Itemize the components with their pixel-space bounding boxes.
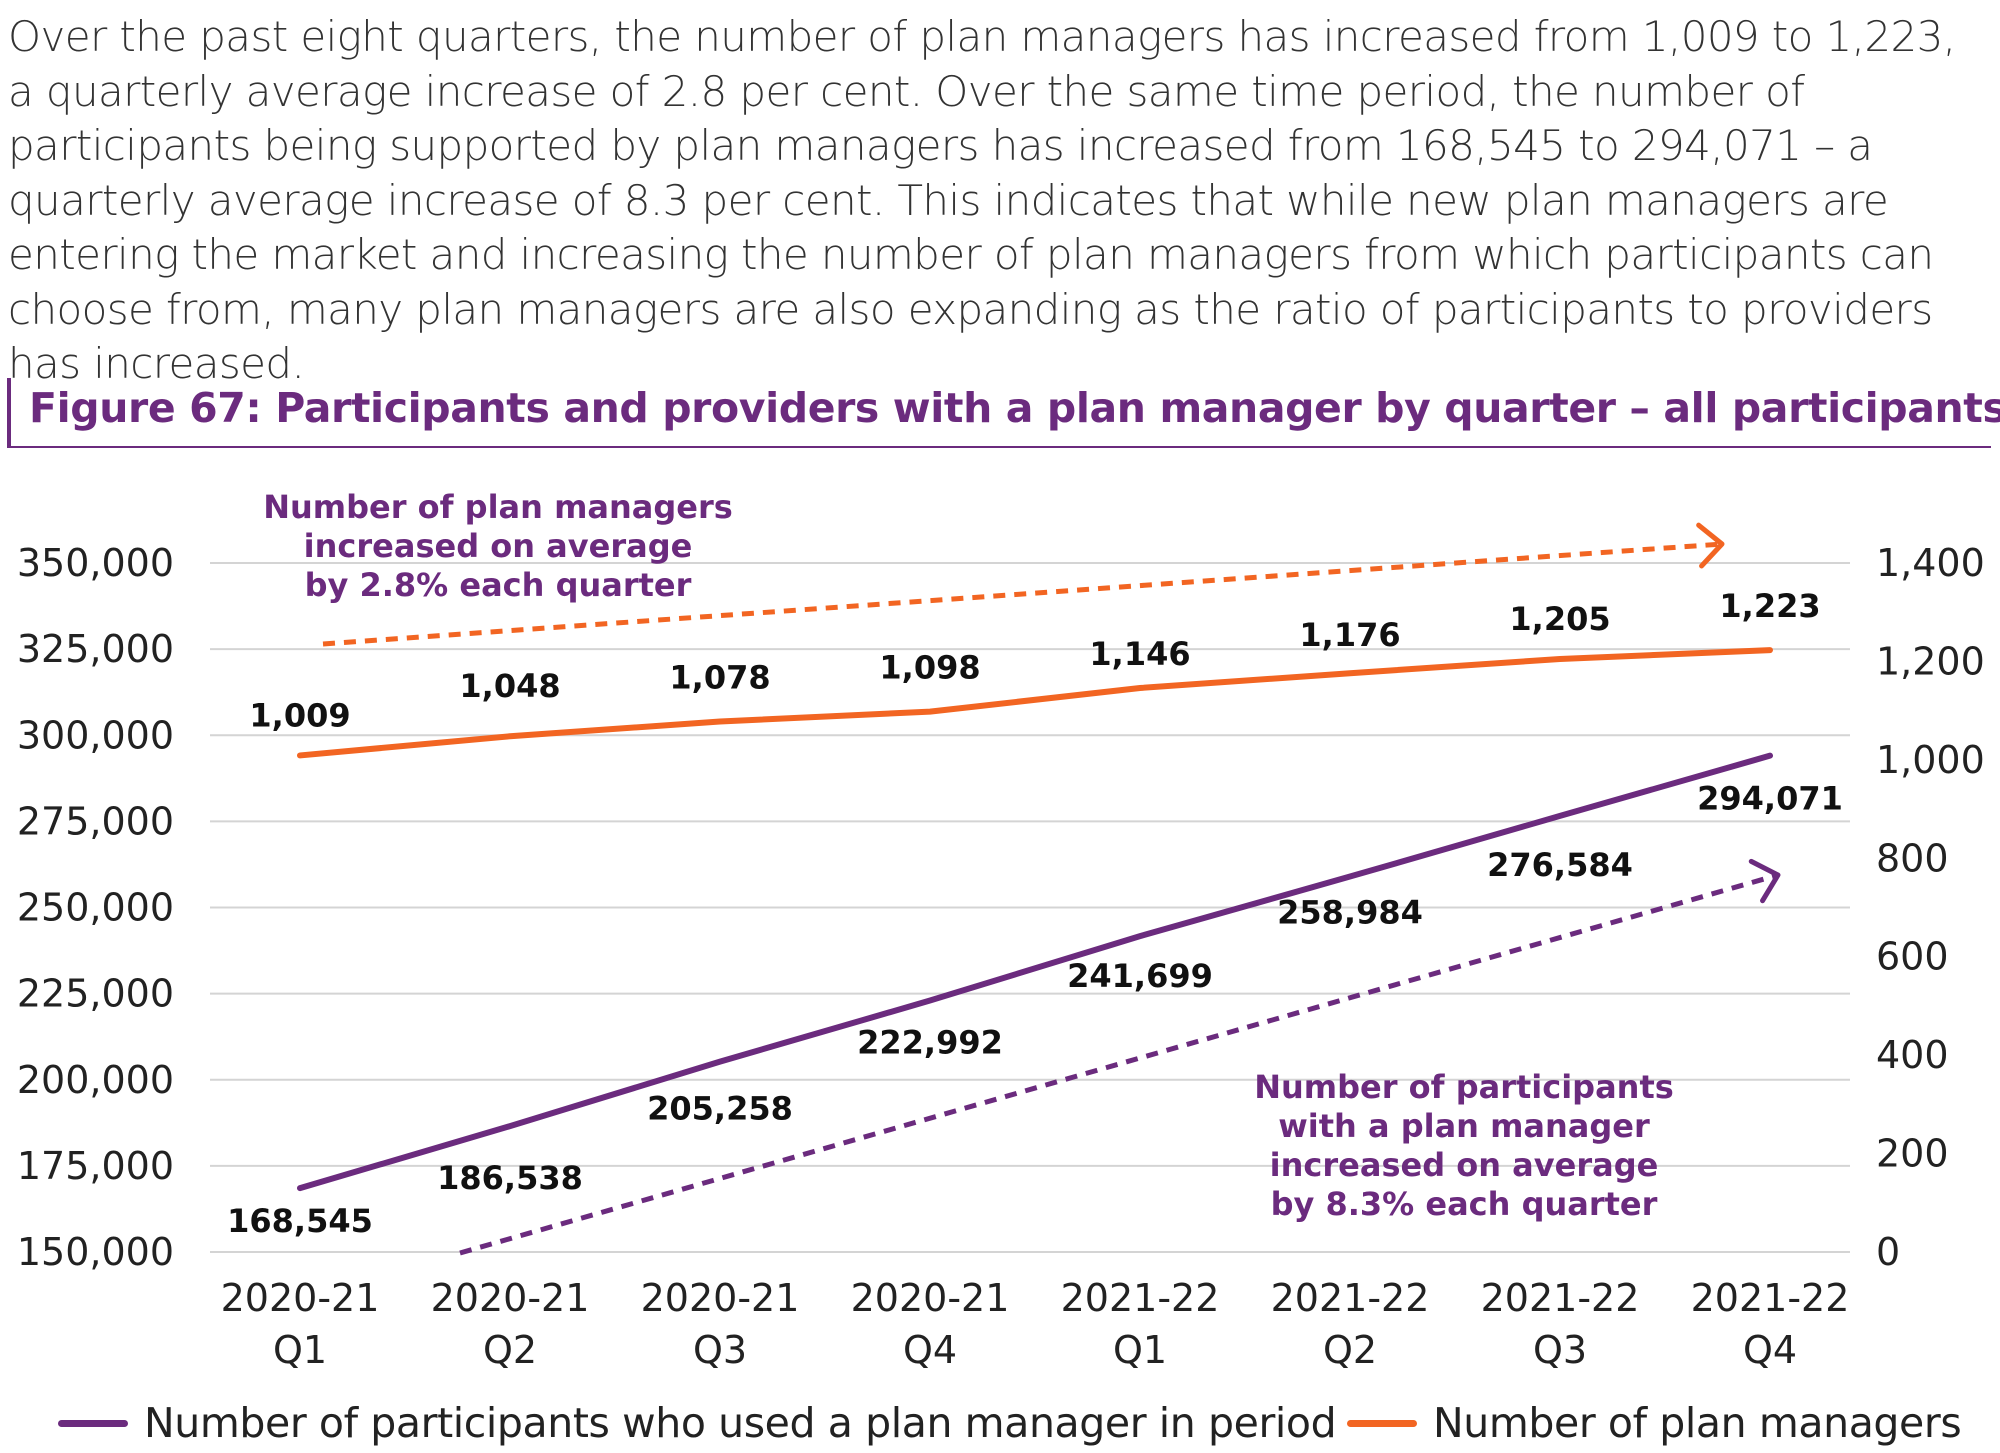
data-labels: 168,545 186,538 205,258 222,992 241,699 258,9… (227, 587, 1843, 1240)
y-right-tick-label: 800 (1876, 836, 1949, 880)
data-label-managers: 1,176 (1299, 616, 1400, 654)
data-label-managers: 1,009 (249, 696, 350, 734)
x-axis: 2020-21 Q1 2020-21 Q2 2020-21 Q3 2020-21 Q4 2021… (221, 1276, 1850, 1372)
annotation-line: increased on average (304, 527, 693, 565)
legend-item-participants: Number of participants who used a plan m… (58, 1398, 1337, 1448)
annotation-line: increased on average (1270, 1146, 1659, 1184)
annotation-text: Number of participants with a plan manage… (1254, 1068, 1674, 1223)
data-label-participants: 168,545 (227, 1202, 373, 1240)
data-label-managers: 1,205 (1509, 600, 1610, 638)
x-tick-label-quarter: Q2 (483, 1328, 537, 1372)
data-label-participants: 258,984 (1277, 894, 1423, 932)
data-label-managers: 1,048 (459, 667, 560, 705)
line-chart: 150,000 175,000 200,000 225,000 250,000 275,0… (17, 488, 1985, 1372)
series-line-managers (297, 647, 1773, 759)
annotation-line: with a plan manager (1278, 1107, 1650, 1145)
legend-label-participants: Number of participants who used a plan m… (144, 1399, 1337, 1447)
y-left-tick-label: 175,000 (17, 1144, 174, 1188)
x-tick-label-quarter: Q3 (693, 1328, 747, 1372)
managers-trend-arrow-shaft (322, 541, 1723, 647)
y-left-tick-label: 250,000 (17, 886, 174, 930)
x-tick-label-year: 2020-21 (221, 1276, 380, 1320)
y-left-tick-label: 275,000 (17, 799, 174, 843)
x-tick-label-quarter: Q2 (1323, 1328, 1377, 1372)
data-label-managers: 1,223 (1719, 587, 1820, 625)
y-right-tick-label: 1,000 (1876, 738, 1985, 782)
x-tick-label-quarter: Q4 (1743, 1328, 1797, 1372)
x-tick-label-quarter: Q1 (273, 1328, 327, 1372)
y-right-tick-label: 1,200 (1876, 639, 1985, 683)
data-label-managers: 1,078 (669, 658, 770, 696)
y-right-tick-label: 1,400 (1876, 541, 1985, 585)
data-label-participants: 276,584 (1487, 846, 1633, 884)
legend-label-managers: Number of plan managers (1433, 1399, 1962, 1447)
data-label-managers: 1,098 (879, 649, 980, 687)
y-left-tick-label: 325,000 (17, 627, 174, 671)
x-tick-label-year: 2021-22 (1061, 1276, 1220, 1320)
trend-arrows (322, 522, 1781, 1256)
legend-swatch-managers (1347, 1419, 1417, 1427)
legend-swatch-participants (58, 1419, 128, 1427)
intro-paragraph: Over the past eight quarters, the number… (8, 12, 1956, 388)
data-label-managers: 1,146 (1089, 635, 1190, 673)
y-left-tick-label: 200,000 (17, 1058, 174, 1102)
figure-header: Figure 67: Participants and providers wi… (7, 378, 2000, 448)
x-tick-label-year: 2020-21 (431, 1276, 590, 1320)
y-axis-left: 150,000 175,000 200,000 225,000 250,000 275,0… (17, 541, 174, 1274)
y-left-tick-label: 350,000 (17, 541, 174, 585)
managers-trend-arrow-head (1696, 522, 1725, 569)
series-line-participants (297, 752, 1773, 1192)
x-tick-label-quarter: Q4 (903, 1328, 957, 1372)
annotation-line: Number of plan managers (263, 488, 733, 526)
y-right-tick-label: 400 (1876, 1033, 1949, 1077)
x-tick-label-year: 2020-21 (641, 1276, 800, 1320)
annotations: Number of plan managers increased on aver… (263, 488, 1674, 1223)
legend-item-managers: Number of plan managers (1347, 1398, 1962, 1448)
participants-trend-arrow-shaft (459, 872, 1779, 1256)
annotation-line: by 2.8% each quarter (305, 566, 692, 604)
y-axis-right: 0 200 400 600 800 1,000 1,200 1,400 (1876, 541, 1985, 1274)
y-right-tick-label: 600 (1876, 935, 1949, 979)
annotation-line: Number of participants (1254, 1068, 1674, 1106)
data-label-participants: 241,699 (1067, 957, 1213, 995)
data-label-participants: 186,538 (437, 1159, 583, 1197)
data-label-participants: 294,071 (1697, 780, 1843, 818)
x-tick-label-year: 2021-22 (1271, 1276, 1430, 1320)
x-tick-label-quarter: Q3 (1533, 1328, 1587, 1372)
annotation-line: by 8.3% each quarter (1271, 1185, 1658, 1223)
data-label-participants: 205,258 (647, 1090, 793, 1128)
y-right-tick-label: 0 (1876, 1230, 1900, 1274)
annotation-text: Number of plan managers increased on aver… (263, 488, 733, 604)
x-tick-label-year: 2020-21 (851, 1276, 1010, 1320)
y-left-tick-label: 300,000 (17, 713, 174, 757)
x-tick-label-quarter: Q1 (1113, 1328, 1167, 1372)
participants-trend-arrow-head (1748, 858, 1781, 904)
gridlines (210, 562, 1850, 1253)
y-left-tick-label: 225,000 (17, 972, 174, 1016)
x-tick-label-year: 2021-22 (1481, 1276, 1640, 1320)
figure-title: Figure 67: Participants and providers wi… (29, 384, 2000, 432)
x-tick-label-year: 2021-22 (1691, 1276, 1850, 1320)
data-label-participants: 222,992 (857, 1024, 1003, 1062)
y-left-tick-label: 150,000 (17, 1230, 174, 1274)
y-right-tick-label: 200 (1876, 1132, 1949, 1176)
series-lines (297, 647, 1773, 1192)
